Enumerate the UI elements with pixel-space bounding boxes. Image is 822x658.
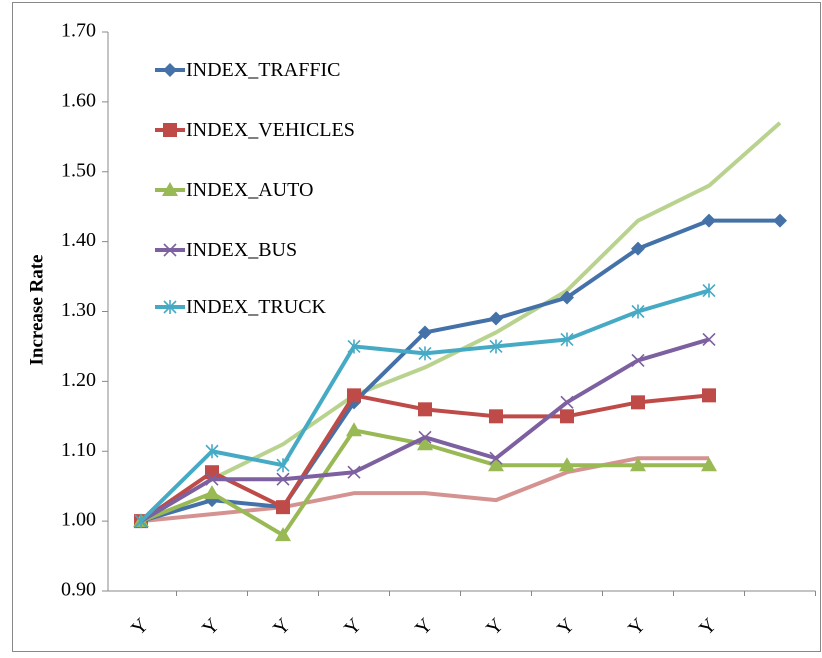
x-tick-label: Y [411,614,437,640]
marker [560,332,574,347]
legend-label: INDEX_VEHICLES [186,119,355,141]
marker [346,422,362,437]
legend-label: INDEX_TRAFFIC [186,59,341,81]
marker [631,304,645,319]
marker [560,395,574,409]
marker [417,436,433,451]
marker [631,353,645,367]
marker [701,457,717,472]
x-tick-label: Y [198,614,224,640]
y-tick-label: 1.00 [61,509,96,531]
marker [163,63,177,77]
y-tick-label: 1.60 [61,89,96,111]
marker [163,243,177,257]
marker [773,213,787,228]
marker [276,458,290,473]
marker [418,402,432,417]
legend-label: INDEX_AUTO [186,179,314,201]
y-tick-label: 1.40 [61,229,96,251]
x-tick-label: Y [624,614,650,640]
marker [276,472,290,486]
marker [702,388,716,403]
marker [163,300,177,314]
marker [204,485,220,500]
marker [205,472,219,486]
x-tick-label: Y [695,614,721,640]
marker [702,213,716,228]
marker [276,500,290,515]
chart-border [12,2,821,652]
marker [275,527,291,542]
marker [488,457,504,472]
marker [559,457,575,472]
marker [163,123,177,137]
x-tick-label: Y [269,614,295,640]
series [134,283,716,529]
marker [702,332,716,347]
marker [205,465,219,480]
x-tick-label: Y [553,614,579,640]
marker [205,444,219,459]
marker [631,241,645,256]
marker [134,514,148,529]
marker [630,457,646,472]
legend-label: INDEX_TRUCK [186,296,326,318]
marker [418,430,432,444]
marker [489,409,503,424]
y-tick-label: 1.30 [61,299,96,321]
y-tick-label: 1.20 [61,369,96,391]
marker [347,339,361,354]
y-tick-label: 1.10 [61,439,96,461]
y-tick-label: 0.90 [61,579,96,601]
series [133,422,717,542]
marker [560,290,574,305]
y-tick-label: 1.70 [61,20,96,42]
marker [489,339,503,354]
marker [631,395,645,410]
marker [489,451,503,465]
x-tick-label: Y [127,614,153,640]
marker [418,346,432,361]
legend-label: INDEX_BUS [186,239,298,261]
y-tick-label: 1.50 [61,159,96,181]
marker [162,182,178,196]
y-axis-title: Increase Rate [26,255,47,366]
x-tick-label: Y [482,614,508,640]
series [140,456,709,524]
series-line [140,456,709,524]
marker [418,325,432,340]
series-line [140,218,780,524]
marker [347,465,361,479]
marker [702,283,716,298]
x-tick-label: Y [340,614,366,640]
marker [347,388,361,403]
marker [489,311,503,326]
marker [560,409,574,424]
